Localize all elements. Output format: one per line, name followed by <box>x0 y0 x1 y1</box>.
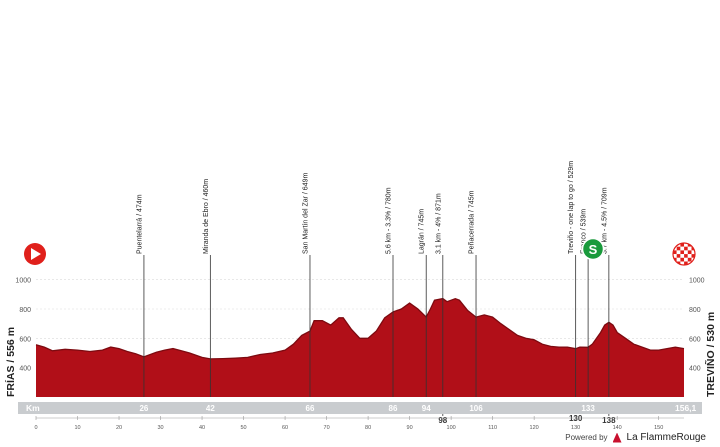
landmark-lines: Puentelarrá / 474m Miranda de Ebro / 460m… <box>136 161 610 397</box>
landmark-km-label: 26 <box>139 404 148 413</box>
x-tick-label: 80 <box>365 425 371 431</box>
x-tick-label: 0 <box>34 425 37 431</box>
checkered-flag-icon <box>672 242 696 266</box>
y-tick-label-left: 800 <box>19 307 31 314</box>
x-tick-label: 60 <box>282 425 288 431</box>
y-tick-label-right: 800 <box>689 307 701 314</box>
y-tick-label-left: 1000 <box>15 278 31 285</box>
y-axis-ticks: 400 400 600 600 800 800 1000 1000 <box>15 278 704 373</box>
start-play-icon <box>24 243 46 265</box>
x-tick-label: 120 <box>530 425 539 431</box>
x-tick-label: 10 <box>74 425 80 431</box>
landmark-km-label: 98 <box>438 416 447 425</box>
x-tick-label: 90 <box>407 425 413 431</box>
flame-logo-icon <box>612 432 622 443</box>
landmark-label: 3.1 km - 4% / 871m <box>435 193 442 254</box>
landmark-label: Franco / 539m <box>581 209 588 254</box>
landmark-km-label: 94 <box>422 404 431 413</box>
credit-prefix: Powered by <box>565 433 608 442</box>
y-tick-label-left: 600 <box>19 336 31 343</box>
landmark-km-label: 138 <box>602 416 616 425</box>
landmark-km-label: 133 <box>581 404 595 413</box>
x-axis-ticks: 0 10 20 30 40 50 60 70 80 90 100 110 120 130 140 150 <box>34 416 684 431</box>
landmark-label: Treviño - one lap to go / 529m <box>568 161 575 254</box>
total-distance: 156,1 <box>675 403 697 413</box>
x-tick-label: 150 <box>654 425 663 431</box>
x-tick-label: 30 <box>157 425 163 431</box>
x-tick-label: 40 <box>199 425 205 431</box>
landmark-label: Miranda de Ebro / 460m <box>203 179 210 254</box>
x-tick-label: 110 <box>488 425 497 431</box>
landmark-label: Peñacerrada / 745m <box>469 190 476 254</box>
landmark-km-label: 66 <box>306 404 315 413</box>
credit: Powered by La FlammeRouge <box>565 432 706 443</box>
elevation-profile <box>35 297 685 397</box>
sprint-letter: S <box>589 242 598 257</box>
x-tick-label: 140 <box>613 425 622 431</box>
x-tick-label: 100 <box>447 425 456 431</box>
finish-label: TREVIÑO / 530 m <box>704 312 717 397</box>
landmark-label: San Martín del Zar / 649m <box>302 173 309 254</box>
x-tick-label: 130 <box>571 425 580 431</box>
landmark-km-label: 42 <box>206 404 215 413</box>
landmark-km-label: 86 <box>389 404 398 413</box>
y-tick-label-right: 600 <box>689 336 701 343</box>
x-tick-label: 20 <box>116 425 122 431</box>
sprint-s-icon: S <box>581 237 605 261</box>
start-label: FRÍAS / 556 m <box>4 327 17 397</box>
km-bar-background <box>18 402 702 414</box>
landmark-label: Lagrán / 745m <box>419 209 426 254</box>
profile-area <box>36 298 684 397</box>
y-tick-label-left: 400 <box>19 366 31 373</box>
landmark-km-label: 106 <box>469 404 483 413</box>
km-bar-label: Km <box>26 403 40 413</box>
x-tick-label: 70 <box>324 425 330 431</box>
credit-brand: La FlammeRouge <box>626 432 706 443</box>
landmark-label: 3.7 km - 4.5% / 709m <box>601 187 608 254</box>
x-tick-label: 50 <box>240 425 246 431</box>
profile-outline <box>35 297 685 360</box>
landmark-label: 5.6 km - 3.3% / 780m <box>386 187 393 254</box>
y-tick-label-right: 1000 <box>689 278 705 285</box>
landmark-label: Puentelarrá / 474m <box>136 194 143 254</box>
y-tick-label-right: 400 <box>689 366 701 373</box>
